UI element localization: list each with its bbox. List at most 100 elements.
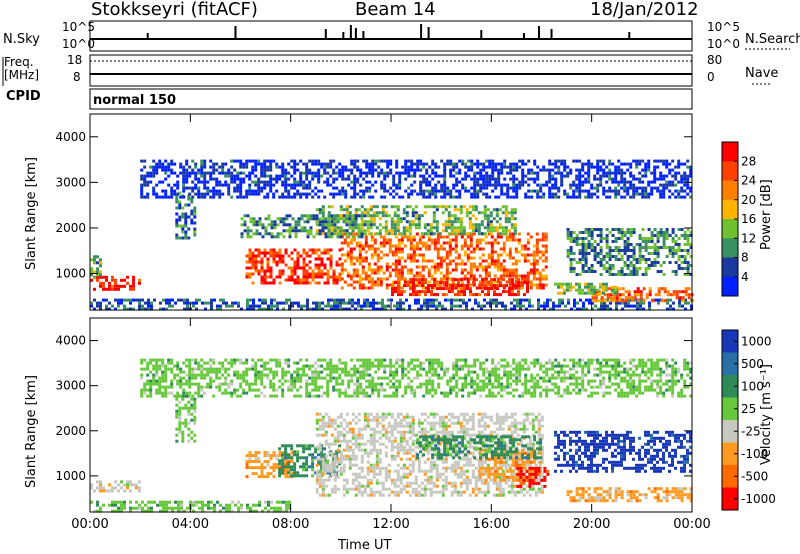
data-cell [411, 490, 415, 494]
data-cell [495, 226, 499, 230]
data-cell [384, 211, 388, 215]
data-cell [504, 205, 508, 209]
data-cell [409, 280, 413, 284]
data-cell [411, 427, 415, 431]
data-cell [442, 247, 446, 251]
data-cell [436, 232, 440, 236]
data-cell [445, 253, 449, 257]
data-cell [383, 195, 387, 199]
data-cell [140, 183, 144, 187]
data-cell [364, 277, 368, 281]
data-cell [533, 162, 537, 166]
data-cell [221, 192, 225, 196]
data-cell [677, 195, 681, 199]
data-cell [434, 174, 438, 178]
data-cell [511, 290, 514, 294]
data-cell [360, 436, 364, 440]
data-cell [270, 232, 274, 236]
data-cell [489, 211, 493, 215]
data-cell [99, 261, 102, 265]
data-cell [212, 186, 216, 190]
data-cell [372, 490, 376, 494]
data-cell [429, 298, 432, 302]
data-cell [367, 274, 371, 278]
data-cell [288, 304, 291, 308]
data-cell [369, 301, 372, 305]
data-cell [402, 418, 406, 422]
data-cell [388, 238, 392, 242]
data-cell [475, 265, 479, 269]
data-cell [364, 244, 368, 248]
data-cell [578, 192, 582, 196]
data-cell [266, 257, 270, 261]
data-cell [639, 307, 642, 311]
data-cell [368, 180, 372, 184]
data-cell [263, 454, 267, 458]
data-cell [523, 244, 527, 248]
data-cell [494, 186, 498, 190]
data-cell [606, 298, 609, 302]
data-cell [305, 447, 309, 451]
data-cell [399, 232, 403, 236]
data-cell [336, 235, 340, 239]
data-cell [488, 165, 492, 169]
data-cell [375, 412, 379, 416]
data-cell [260, 472, 264, 476]
data-cell [449, 168, 453, 172]
data-cell [182, 174, 186, 178]
data-cell [354, 475, 358, 479]
data-cell [191, 189, 195, 193]
data-cell [335, 192, 339, 196]
data-cell [398, 174, 402, 178]
data-cell [281, 254, 285, 258]
data-cell [143, 177, 147, 181]
data-cell [357, 481, 361, 485]
data-cell [446, 159, 450, 163]
data-cell [333, 214, 337, 218]
data-cell [278, 459, 282, 463]
data-cell [187, 215, 191, 219]
data-cell [420, 307, 423, 311]
data-cell [408, 481, 412, 485]
data-cell [411, 463, 415, 467]
data-cell [569, 246, 573, 249]
data-cell [523, 277, 527, 281]
data-cell [532, 250, 536, 254]
data-cell [327, 217, 331, 221]
data-cell [338, 257, 342, 261]
data-cell [369, 490, 373, 494]
data-cell [482, 192, 486, 196]
data-cell [599, 183, 603, 187]
data-cell [672, 307, 675, 311]
data-cell [596, 165, 600, 169]
data-cell [440, 195, 444, 199]
data-cell [396, 475, 400, 479]
data-cell [354, 421, 358, 425]
data-cell [502, 284, 505, 288]
data-cell [440, 174, 444, 178]
data-cell [686, 234, 690, 237]
data-cell [611, 285, 614, 289]
data-cell [480, 307, 483, 311]
data-cell [391, 253, 395, 257]
data-cell [360, 433, 364, 437]
data-cell [356, 192, 360, 196]
data-cell [183, 298, 186, 302]
data-cell [426, 304, 429, 308]
data-cell [390, 448, 394, 452]
data-cell [140, 174, 144, 178]
data-cell [284, 180, 288, 184]
data-cell [456, 226, 460, 230]
data-cell [378, 217, 382, 221]
data-cell [402, 475, 406, 479]
data-cell [539, 183, 543, 187]
data-cell [536, 165, 540, 169]
data-cell [379, 280, 383, 284]
data-cell [302, 444, 306, 448]
data-cell [284, 186, 288, 190]
data-cell [495, 214, 499, 218]
data-cell [288, 226, 292, 230]
y-tick-label: 3000 [55, 175, 86, 189]
data-cell [617, 273, 621, 276]
data-cell [411, 442, 415, 446]
